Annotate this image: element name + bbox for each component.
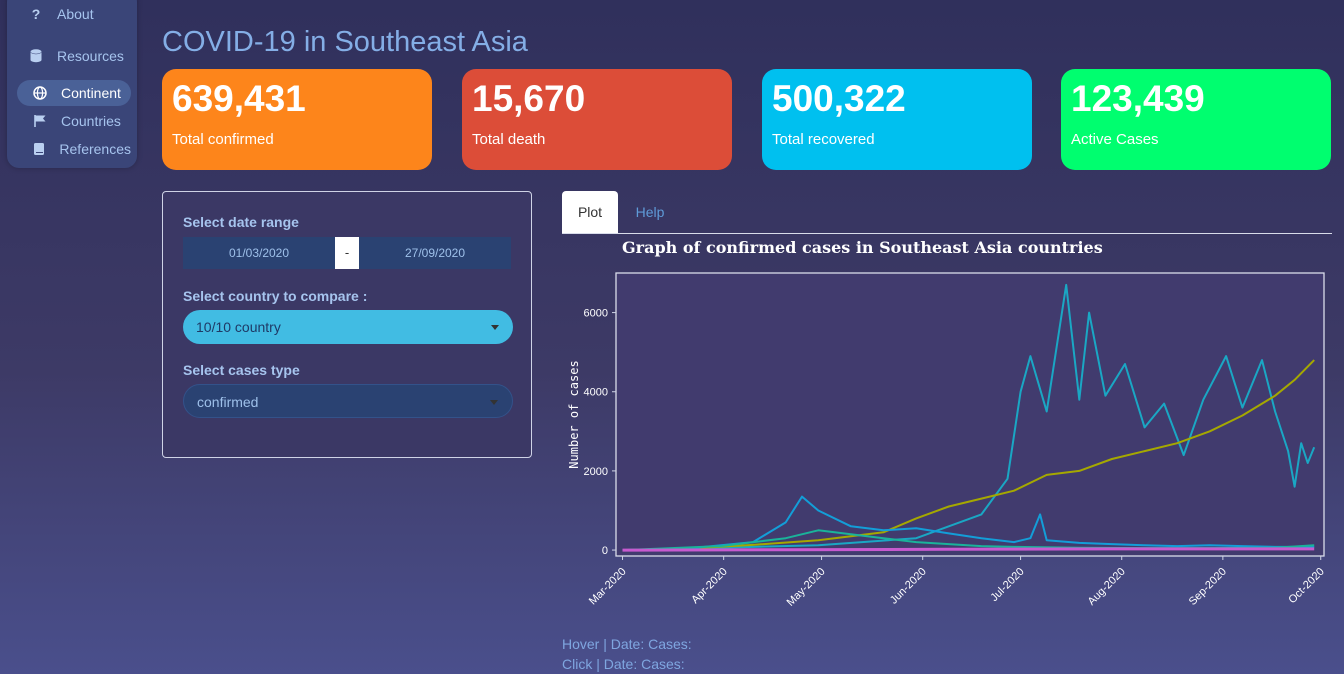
y-tick-label: 2000: [584, 466, 608, 478]
x-tick-label: May-2020: [785, 566, 828, 609]
series-line-1: [622, 283, 1316, 552]
chevron-down-icon: [491, 325, 499, 330]
globe-icon: [31, 86, 49, 100]
sidebar-item-about[interactable]: ? About: [27, 6, 94, 22]
x-tick-label: Oct-2020: [1286, 566, 1326, 606]
database-icon: [27, 49, 45, 63]
card-value: 639,431: [172, 78, 306, 119]
question-icon: ?: [31, 6, 41, 22]
x-tick-label: Aug-2020: [1086, 566, 1128, 608]
start-date-input[interactable]: 01/03/2020: [183, 237, 335, 269]
click-readout: Click | Date: Cases:: [562, 656, 685, 672]
y-tick-label: 6000: [584, 308, 608, 320]
cases-type-select[interactable]: confirmed: [183, 384, 513, 418]
date-range-label: Select date range: [183, 214, 299, 230]
x-tick-label: Jul-2020: [988, 566, 1026, 604]
series-line-2: [622, 359, 1315, 552]
card-label: Total recovered: [772, 131, 875, 148]
card-label: Total death: [472, 131, 546, 148]
sidebar-item-continent[interactable]: Continent: [17, 80, 131, 106]
series-line-3: [622, 495, 1315, 552]
tab-plot[interactable]: Plot: [562, 191, 618, 233]
sidebar-item-references[interactable]: References: [17, 136, 131, 162]
filter-panel: Select date range 01/03/2020 - 27/09/202…: [162, 191, 532, 458]
date-range-input: 01/03/2020 - 27/09/2020: [183, 237, 511, 269]
tab-bar: Plot Help: [562, 191, 1332, 234]
line-chart[interactable]: 0 2000 4000 6000 Mar-2020 Apr-2020 May-2020 Jun…: [562, 258, 1332, 638]
hover-readout: Hover | Date: Cases:: [562, 636, 692, 652]
country-compare-label: Select country to compare :: [183, 288, 368, 304]
card-label: Active Cases: [1071, 131, 1159, 148]
country-select-value: 10/10 country: [196, 319, 281, 335]
series-line-5: [622, 547, 1315, 552]
tab-help[interactable]: Help: [635, 204, 665, 220]
sidebar-item-label: Continent: [61, 85, 121, 101]
card-total-confirmed: 639,431 Total confirmed: [162, 69, 432, 170]
y-tick-label: 0: [602, 545, 608, 557]
x-tick-label: Apr-2020: [689, 566, 729, 606]
chart-title: Graph of confirmed cases in Southeast As…: [622, 238, 1103, 257]
page-title: COVID-19 in Southeast Asia: [162, 26, 528, 58]
y-axis-label: Number of cases: [567, 360, 581, 468]
card-active-cases: 123,439 Active Cases: [1061, 69, 1331, 170]
plot-area: [615, 272, 1325, 557]
x-tick-label: Sep-2020: [1187, 566, 1229, 608]
sidebar-item-resources[interactable]: Resources: [27, 48, 124, 64]
end-date-input[interactable]: 27/09/2020: [359, 237, 511, 269]
card-total-death: 15,670 Total death: [462, 69, 732, 170]
sidebar-item-label: Resources: [57, 48, 124, 64]
sidebar: ? About Resources Continent Countries Re…: [7, 0, 137, 168]
flag-icon: [31, 114, 49, 128]
sidebar-item-label: Countries: [61, 113, 121, 129]
y-tick-label: 4000: [584, 387, 608, 399]
sidebar-item-label: References: [59, 141, 131, 157]
card-value: 500,322: [772, 78, 906, 119]
sidebar-item-label: About: [57, 6, 94, 22]
country-select[interactable]: 10/10 country: [183, 310, 513, 344]
card-total-recovered: 500,322 Total recovered: [762, 69, 1032, 170]
x-tick-label: Mar-2020: [587, 566, 629, 608]
card-value: 123,439: [1071, 78, 1205, 119]
x-tick-label: Jun-2020: [888, 566, 929, 607]
card-label: Total confirmed: [172, 131, 274, 148]
card-value: 15,670: [472, 78, 586, 119]
sidebar-item-countries[interactable]: Countries: [17, 108, 131, 134]
book-icon: [31, 142, 47, 156]
date-separator: -: [335, 237, 359, 269]
chevron-down-icon: [490, 400, 498, 405]
cases-type-value: confirmed: [197, 394, 259, 410]
cases-type-label: Select cases type: [183, 362, 300, 378]
